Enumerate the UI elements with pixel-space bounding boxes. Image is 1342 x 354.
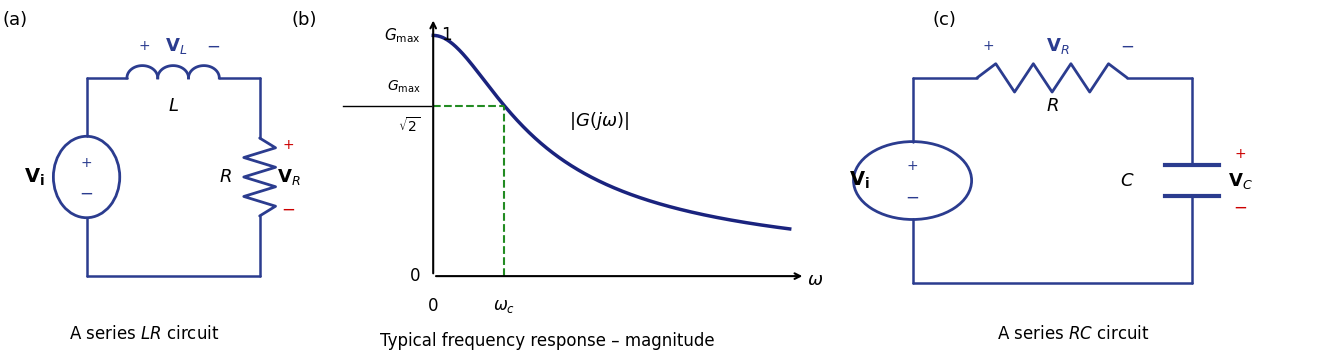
Text: $R$: $R$ [219, 168, 231, 186]
Text: $+$: $+$ [1233, 147, 1247, 161]
Text: $C$: $C$ [1121, 172, 1134, 189]
Text: (c): (c) [933, 11, 957, 29]
Text: (a): (a) [3, 11, 28, 29]
Text: $\mathbf{V}_L$: $\mathbf{V}_L$ [165, 36, 187, 56]
Text: $-$: $-$ [282, 200, 295, 218]
Text: $\sqrt{2}$: $\sqrt{2}$ [399, 116, 420, 135]
Text: $G_{\mathrm{max}}$: $G_{\mathrm{max}}$ [386, 78, 420, 95]
Text: $R$: $R$ [1045, 97, 1059, 115]
Text: $+$: $+$ [906, 159, 919, 173]
Text: $-$: $-$ [207, 37, 220, 55]
Text: $\mathbf{V}_\mathbf{i}$: $\mathbf{V}_\mathbf{i}$ [24, 166, 46, 188]
Text: (b): (b) [291, 11, 317, 29]
Text: $-$: $-$ [906, 188, 919, 205]
Text: $\mathbf{V}_R$: $\mathbf{V}_R$ [276, 167, 301, 187]
Text: $\omega$: $\omega$ [808, 271, 824, 289]
Text: Typical frequency response – magnitude: Typical frequency response – magnitude [380, 332, 714, 350]
Text: $\mathbf{V}_C$: $\mathbf{V}_C$ [1228, 171, 1252, 190]
Text: $\mathbf{V}_R$: $\mathbf{V}_R$ [1045, 36, 1070, 56]
Text: $0$: $0$ [428, 297, 439, 315]
Text: $0$: $0$ [409, 267, 420, 285]
Text: $\mathbf{V}_\mathbf{i}$: $\mathbf{V}_\mathbf{i}$ [849, 170, 870, 191]
Text: $|G(j\omega)|$: $|G(j\omega)|$ [569, 110, 628, 132]
Text: $1$: $1$ [442, 27, 452, 44]
Text: $-$: $-$ [79, 184, 94, 202]
Text: $-$: $-$ [1233, 198, 1247, 216]
Text: A series $RC$ circuit: A series $RC$ circuit [997, 325, 1150, 343]
Text: $G_{\mathrm{max}}$: $G_{\mathrm{max}}$ [384, 26, 420, 45]
Text: $+$: $+$ [81, 156, 93, 170]
Text: A series $LR$ circuit: A series $LR$ circuit [70, 325, 219, 343]
Text: $-$: $-$ [1121, 37, 1134, 55]
Text: $+$: $+$ [981, 39, 994, 53]
Text: $L$: $L$ [168, 97, 178, 115]
Text: $\omega_c$: $\omega_c$ [494, 297, 515, 315]
Text: $+$: $+$ [282, 138, 295, 152]
Text: $+$: $+$ [138, 39, 150, 53]
